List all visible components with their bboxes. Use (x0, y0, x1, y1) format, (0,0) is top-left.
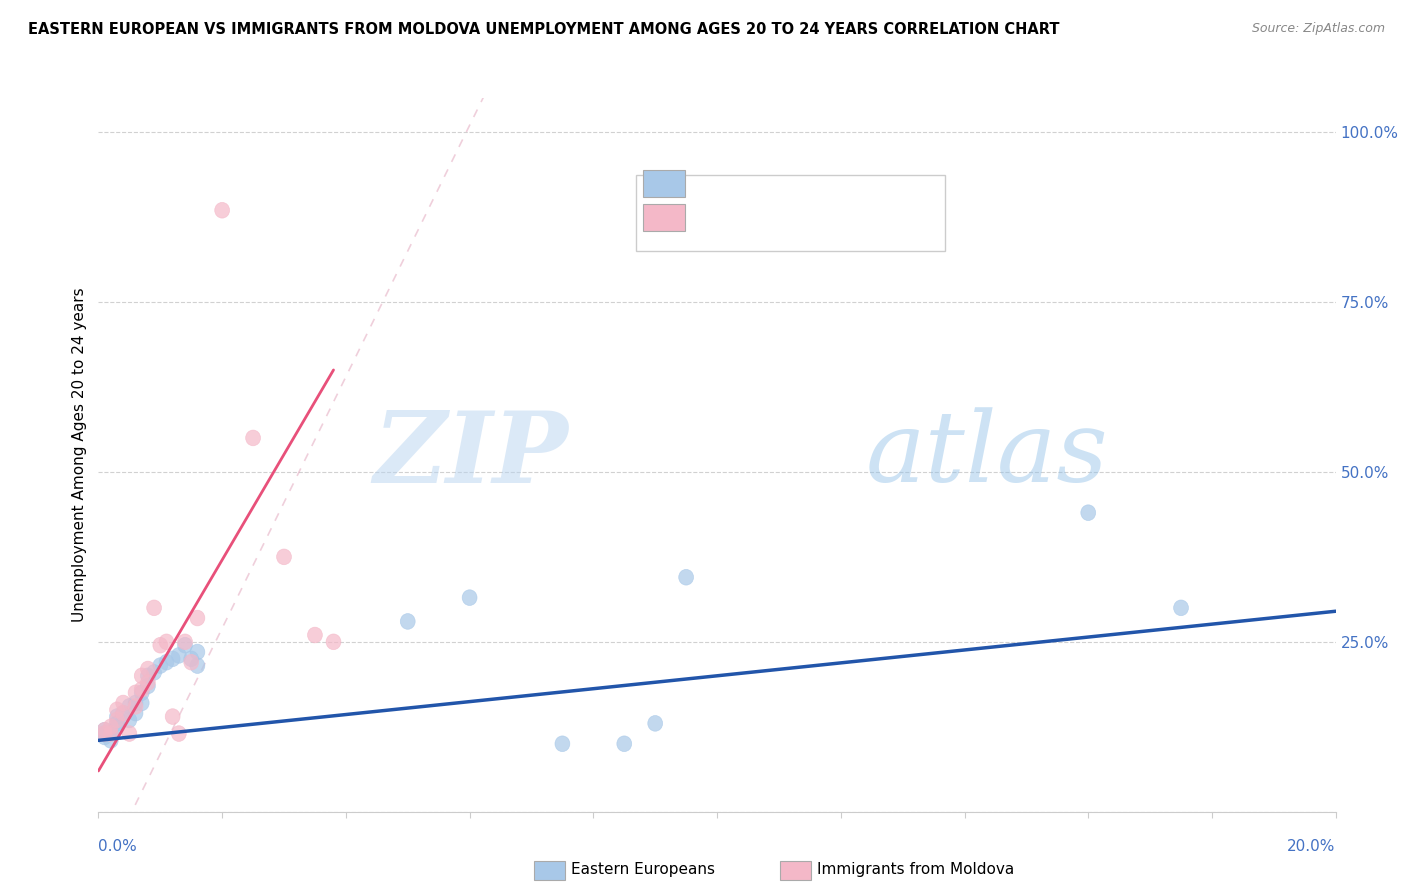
Text: Immigrants from Moldova: Immigrants from Moldova (817, 863, 1014, 877)
Text: 0.0%: 0.0% (98, 839, 138, 854)
Text: Source: ZipAtlas.com: Source: ZipAtlas.com (1251, 22, 1385, 36)
Text: EASTERN EUROPEAN VS IMMIGRANTS FROM MOLDOVA UNEMPLOYMENT AMONG AGES 20 TO 24 YEA: EASTERN EUROPEAN VS IMMIGRANTS FROM MOLD… (28, 22, 1060, 37)
Text: N = 28: N = 28 (804, 209, 872, 227)
Text: Eastern Europeans: Eastern Europeans (571, 863, 714, 877)
Y-axis label: Unemployment Among Ages 20 to 24 years: Unemployment Among Ages 20 to 24 years (72, 287, 87, 623)
Text: R = 0.428: R = 0.428 (696, 175, 794, 193)
Text: atlas: atlas (866, 408, 1108, 502)
Text: ZIP: ZIP (374, 407, 568, 503)
Text: R = 0.685: R = 0.685 (696, 209, 794, 227)
Text: N = 34: N = 34 (804, 175, 872, 193)
Text: 20.0%: 20.0% (1288, 839, 1336, 854)
